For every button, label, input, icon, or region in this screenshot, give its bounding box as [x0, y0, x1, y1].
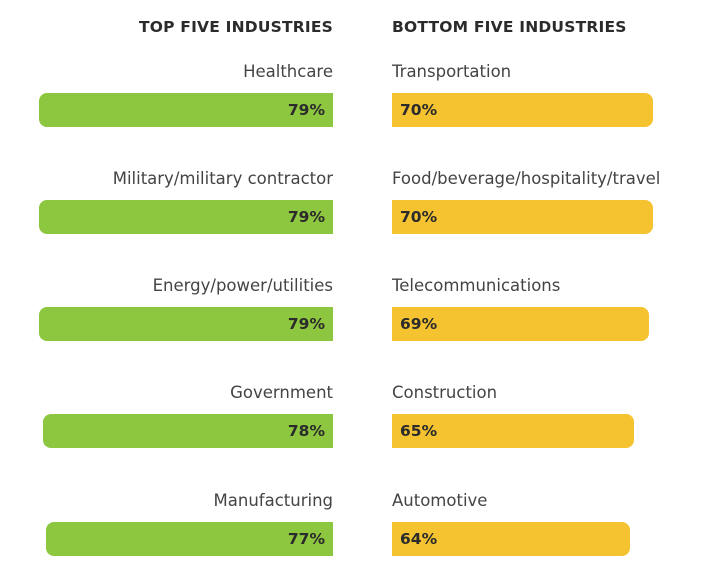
top-industry-value-label: 78%	[287, 422, 325, 440]
bottom-industry-value-label: 70%	[400, 208, 438, 226]
bottom-industry-value-label: 64%	[400, 530, 438, 548]
bottom-industry-bar: 64%	[392, 522, 630, 556]
bottom-industry-label: Telecommunications	[392, 276, 561, 295]
bottom-industry-bar: 69%	[392, 307, 649, 341]
bottom-industry-value-label: 70%	[400, 101, 438, 119]
top-industry-value-label: 79%	[287, 101, 325, 119]
bottom-industry-label: Transportation	[392, 62, 512, 81]
bottom-industry-label: Automotive	[392, 491, 488, 510]
bottom-five-header: BOTTOM FIVE INDUSTRIES	[392, 18, 627, 36]
top-industry-label: Government	[230, 383, 333, 402]
bottom-industry-label: Food/beverage/hospitality/travel	[392, 169, 661, 188]
bottom-industry-bar: 70%	[392, 93, 653, 127]
top-industry-label: Manufacturing	[213, 491, 333, 510]
top-industry-label: Healthcare	[243, 62, 333, 81]
top-five-header: TOP FIVE INDUSTRIES	[138, 18, 333, 36]
top-industry-label: Energy/power/utilities	[152, 276, 333, 295]
top-industry-bar: 79%	[39, 200, 333, 234]
bottom-industry-value-label: 65%	[400, 422, 438, 440]
top-industry-value-label: 77%	[287, 530, 325, 548]
top-industry-value-label: 79%	[287, 208, 325, 226]
top-industry-bar: 79%	[39, 307, 333, 341]
top-industry-value-label: 79%	[287, 315, 325, 333]
bottom-industry-label: Construction	[392, 383, 498, 402]
top-industry-bar: 79%	[39, 93, 333, 127]
top-industry-bar: 77%	[46, 522, 333, 556]
bottom-industry-bar: 70%	[392, 200, 653, 234]
top-industry-label: Military/military contractor	[112, 169, 333, 188]
bottom-industry-bar: 65%	[392, 414, 634, 448]
bottom-industry-value-label: 69%	[400, 315, 438, 333]
top-industry-bar: 78%	[43, 414, 333, 448]
